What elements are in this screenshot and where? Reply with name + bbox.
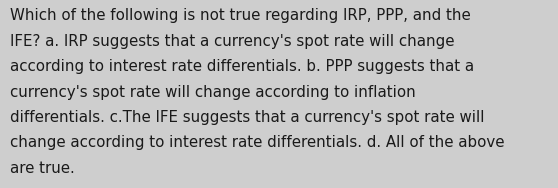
Text: change according to interest rate differentials. d. All of the above: change according to interest rate differ… [10, 135, 504, 150]
Text: differentials. c.The IFE suggests that a currency's spot rate will: differentials. c.The IFE suggests that a… [10, 110, 484, 125]
Text: currency's spot rate will change according to inflation: currency's spot rate will change accordi… [10, 85, 416, 100]
Text: according to interest rate differentials. b. PPP suggests that a: according to interest rate differentials… [10, 59, 474, 74]
Text: Which of the following is not true regarding IRP, PPP, and the: Which of the following is not true regar… [10, 8, 471, 24]
Text: IFE? a. IRP suggests that a currency's spot rate will change: IFE? a. IRP suggests that a currency's s… [10, 34, 455, 49]
Text: are true.: are true. [10, 161, 75, 176]
